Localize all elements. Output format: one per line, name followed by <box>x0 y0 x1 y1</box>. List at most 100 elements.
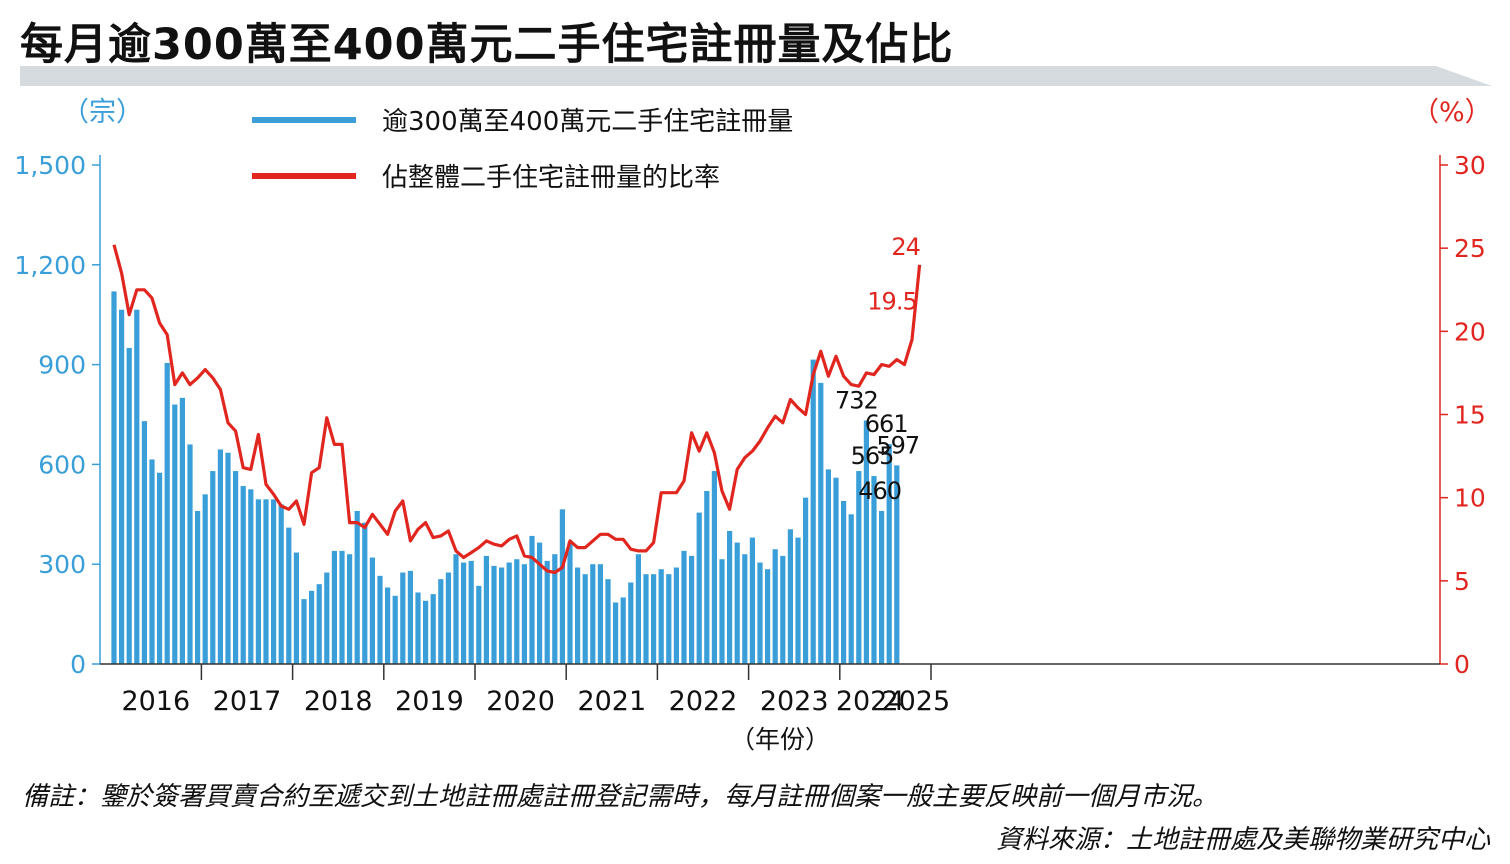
bar <box>833 477 839 664</box>
right-axis-tick-label: 15 <box>1454 401 1486 430</box>
chart-title: 每月逾300萬至400萬元二手住宅註冊量及佔比 <box>20 20 954 70</box>
bar <box>369 557 375 664</box>
bar <box>795 537 801 664</box>
bar <box>331 550 337 664</box>
bar <box>316 584 322 664</box>
bar <box>187 444 193 664</box>
x-axis-tick-label: 2023 <box>760 686 829 717</box>
bar <box>438 579 444 664</box>
bar <box>575 567 581 664</box>
bar <box>278 504 284 664</box>
bar <box>263 499 269 664</box>
bar-data-label: 661 <box>865 410 908 438</box>
bar <box>886 444 892 664</box>
bar <box>233 471 239 664</box>
left-axis-tick-label: 600 <box>38 450 86 479</box>
bar <box>841 500 847 664</box>
bar <box>597 564 603 664</box>
bar <box>423 600 429 664</box>
bar <box>111 291 117 664</box>
bar <box>673 567 679 664</box>
bar <box>225 452 231 664</box>
x-axis-tick-label: 2019 <box>395 686 464 717</box>
x-axis-tick-label: 2017 <box>213 686 282 717</box>
bar <box>217 449 223 664</box>
bar <box>727 530 733 664</box>
bar <box>392 595 398 664</box>
line-data-label: 19.5 <box>867 288 916 316</box>
source-credit: 資料來源：土地註冊處及美聯物業研究中心 <box>995 825 1490 855</box>
bar <box>552 554 558 664</box>
bar <box>164 362 170 664</box>
bar <box>635 554 641 664</box>
bar <box>453 554 459 664</box>
bar <box>825 469 831 664</box>
bar <box>195 510 201 664</box>
bar <box>780 555 786 664</box>
bar <box>590 564 596 664</box>
left-axis-title: （宗） <box>62 97 143 128</box>
bar <box>613 602 619 664</box>
bar <box>415 592 421 664</box>
bar <box>658 569 664 664</box>
bar <box>879 510 885 664</box>
x-axis-tick-label: 2020 <box>486 686 555 717</box>
bar <box>248 489 254 664</box>
line-data-label: 24 <box>891 233 920 261</box>
x-axis-tick-label: 2016 <box>121 686 190 717</box>
bar <box>742 554 748 664</box>
x-axis-tick-label: 2018 <box>304 686 373 717</box>
bar <box>803 497 809 664</box>
right-axis-tick-label: 25 <box>1454 234 1486 263</box>
bar <box>134 309 140 664</box>
bar <box>521 564 527 664</box>
bar <box>696 512 702 664</box>
bar <box>643 574 649 664</box>
bar <box>400 572 406 664</box>
bar <box>476 585 482 664</box>
bar <box>818 382 824 664</box>
bar <box>848 514 854 664</box>
legend-bar-label: 逾300萬至400萬元二手住宅註冊量 <box>382 107 793 137</box>
title-underline-bar <box>20 66 1492 86</box>
bar <box>514 559 520 664</box>
legend-line-label: 佔整體二手住宅註冊量的比率 <box>382 163 720 193</box>
footnote: 備註：鑒於簽署買賣合約至遞交到土地註冊處註冊登記需時，每月註冊個案一般主要反映前… <box>22 782 1219 812</box>
bar <box>179 397 185 664</box>
bar <box>461 562 467 664</box>
bar <box>734 542 740 664</box>
bar <box>119 309 125 664</box>
bar <box>172 404 178 664</box>
bar <box>765 569 771 664</box>
bar <box>651 574 657 664</box>
bar <box>240 486 246 664</box>
ratio-line <box>112 244 922 575</box>
bar <box>377 575 383 664</box>
bar <box>445 572 451 664</box>
left-axis-tick-label: 0 <box>70 650 86 679</box>
bar <box>856 471 862 664</box>
x-axis-tick-label: 2021 <box>577 686 646 717</box>
bar <box>210 471 216 664</box>
right-axis-tick-label: 20 <box>1454 317 1486 346</box>
bar <box>385 587 391 664</box>
bar <box>620 597 626 664</box>
bar <box>537 542 543 664</box>
bar <box>757 562 763 664</box>
x-axis-tick-label: 2025 <box>881 686 950 717</box>
x-axis-tick-label: 2022 <box>669 686 738 717</box>
bar <box>544 560 550 664</box>
bar <box>567 542 573 664</box>
left-axis-tick-label: 1,500 <box>14 151 86 180</box>
bar <box>286 527 292 664</box>
bar <box>430 594 436 664</box>
bar <box>483 555 489 664</box>
chart: 03006009001,2001,500（宗）051015202530（%）20… <box>14 97 1491 754</box>
bar <box>749 537 755 664</box>
bar <box>787 529 793 664</box>
bar <box>681 550 687 664</box>
bar <box>689 555 695 664</box>
bar-data-label: 460 <box>858 477 901 505</box>
left-axis-tick-label: 900 <box>38 351 86 380</box>
bar <box>157 472 163 664</box>
